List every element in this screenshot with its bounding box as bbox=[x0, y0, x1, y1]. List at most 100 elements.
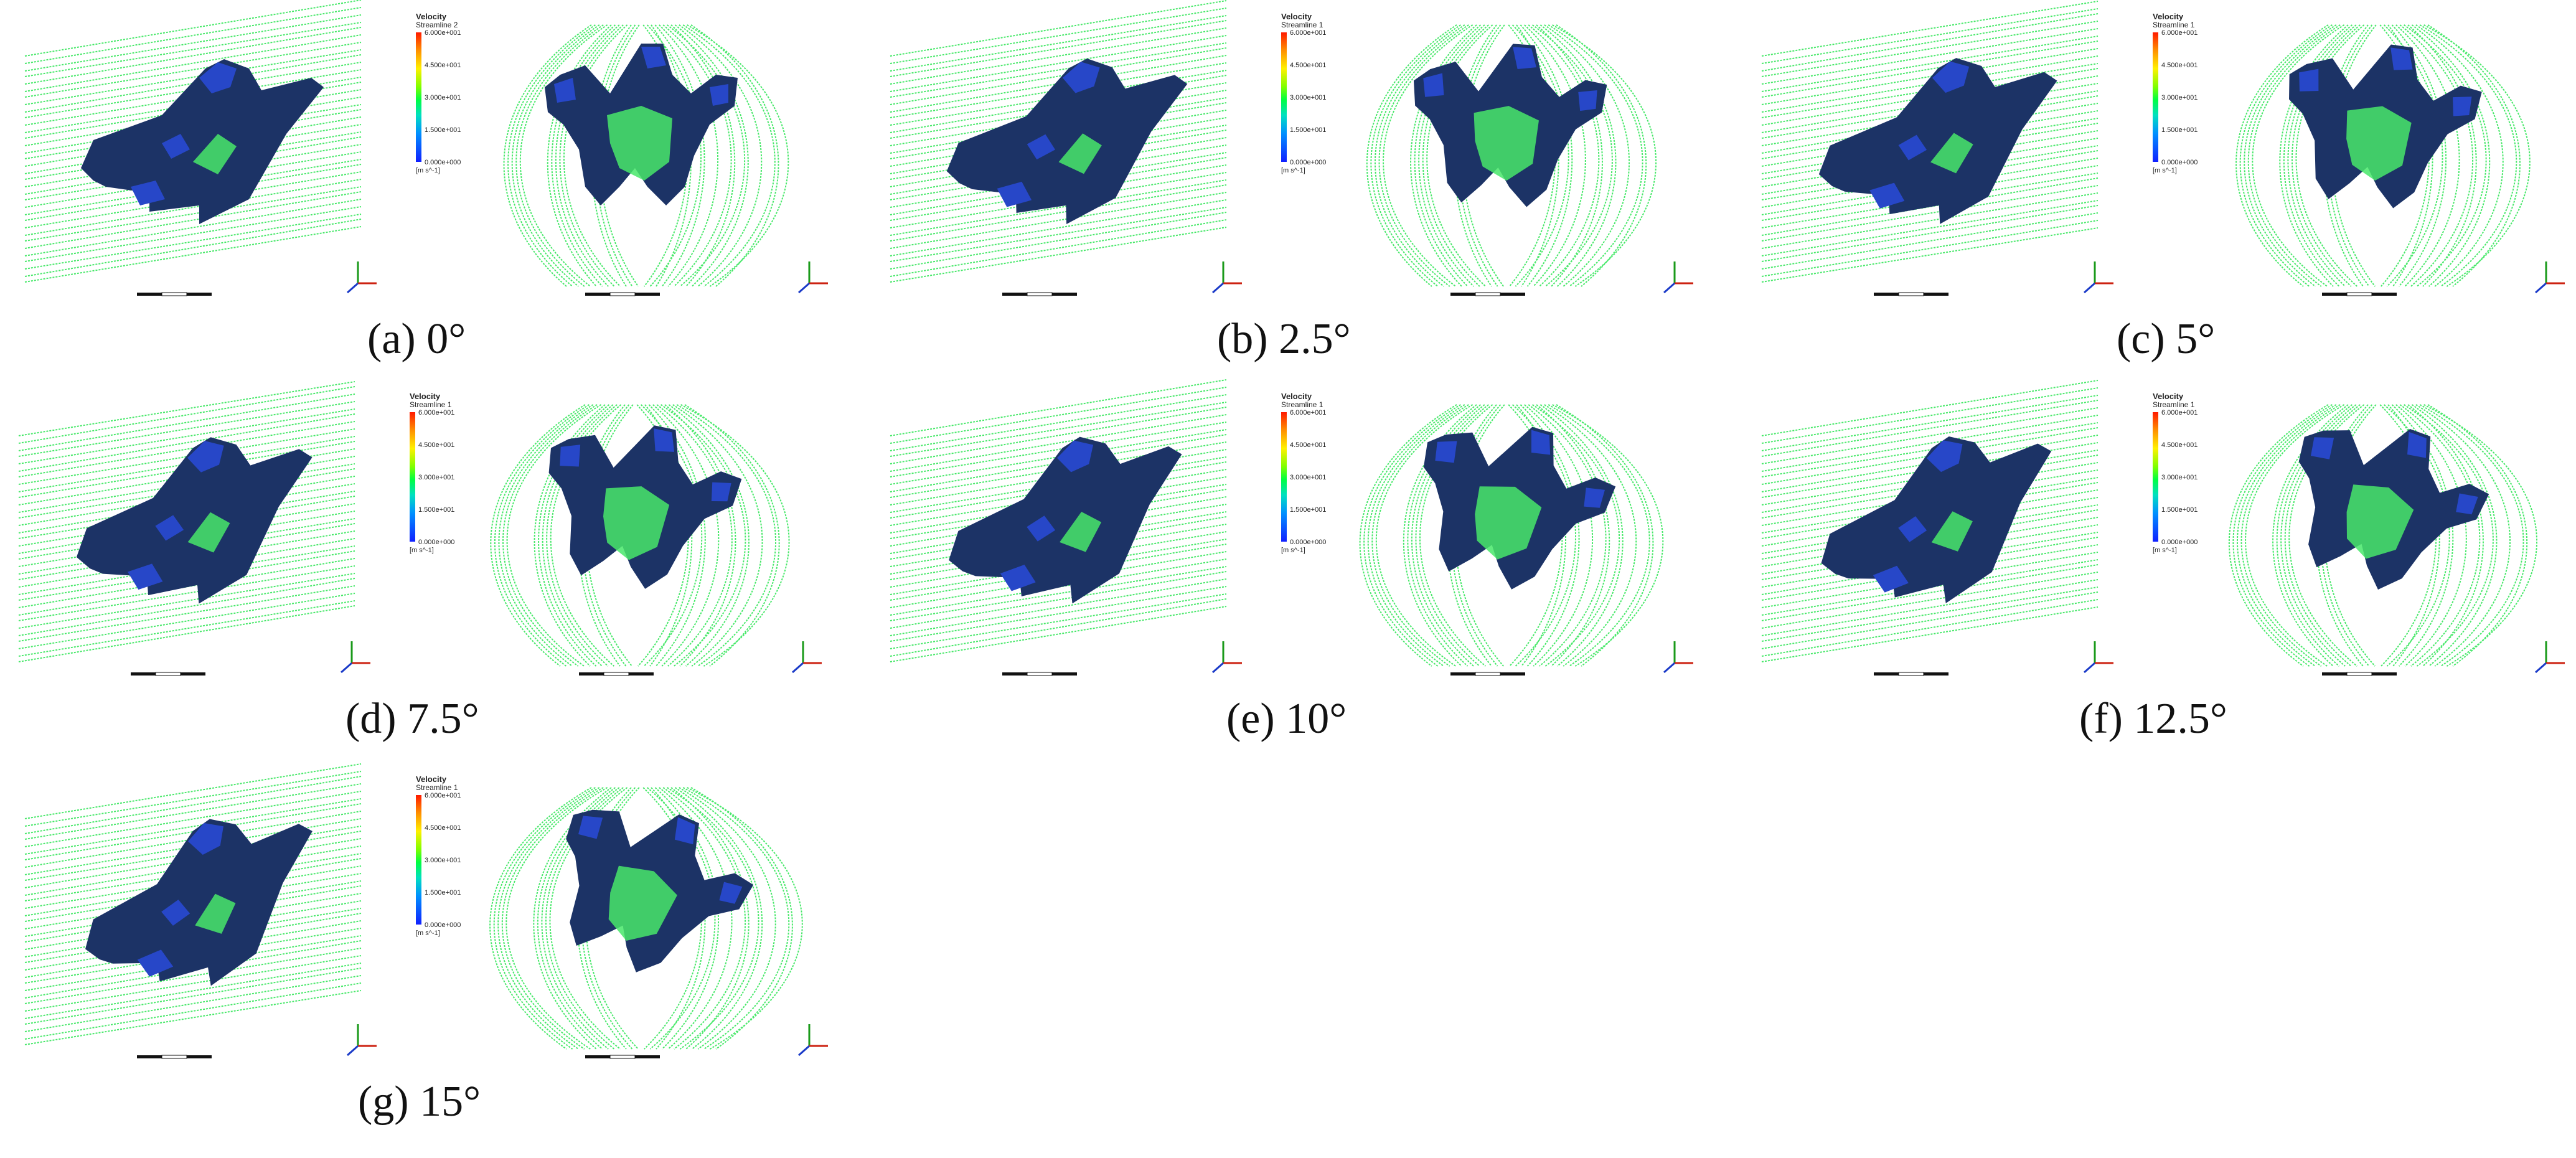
front-view-streamlines bbox=[1366, 24, 1657, 287]
streamline bbox=[890, 47, 1227, 105]
streamline bbox=[1539, 24, 1617, 287]
streamline bbox=[2245, 404, 2345, 667]
streamline bbox=[670, 787, 750, 1050]
streamline bbox=[18, 483, 355, 539]
front-axis-triad bbox=[1663, 641, 1693, 674]
streamline bbox=[1761, 572, 2099, 629]
streamline bbox=[674, 787, 763, 1050]
legend-unit: [m s^-1] bbox=[416, 167, 440, 174]
streamline bbox=[489, 787, 592, 1050]
front-view-model bbox=[548, 425, 742, 589]
streamline bbox=[18, 573, 355, 629]
legend-tick: 0.000e+000 bbox=[2161, 539, 2198, 546]
streamline bbox=[2247, 24, 2341, 287]
panel-caption: (f) 12.5° bbox=[2079, 695, 2227, 743]
side-view-streamlines bbox=[24, 0, 362, 283]
streamline bbox=[519, 24, 608, 287]
streamline bbox=[1761, 95, 2099, 154]
streamline bbox=[18, 401, 355, 457]
streamline bbox=[1447, 404, 1497, 667]
panel-caption: (d) 7.5° bbox=[346, 695, 479, 743]
streamline bbox=[24, 14, 362, 72]
flow-visualization bbox=[18, 381, 822, 676]
streamline bbox=[1761, 21, 2099, 77]
flow-visualization bbox=[24, 763, 828, 1059]
velocity-legend: Velocity Streamline 1 6.000e+001 4.500e+… bbox=[2153, 392, 2240, 554]
streamline bbox=[555, 24, 620, 287]
streamline bbox=[1761, 435, 2099, 492]
flow-visualization bbox=[24, 0, 828, 296]
streamline bbox=[24, 62, 362, 118]
streamline bbox=[18, 605, 355, 662]
streamline bbox=[24, 940, 362, 999]
streamline bbox=[18, 585, 355, 642]
streamline bbox=[551, 24, 616, 287]
streamline bbox=[24, 776, 362, 834]
side-axis-triad bbox=[341, 641, 370, 674]
front-view-model bbox=[2298, 429, 2489, 590]
streamline bbox=[24, 858, 362, 916]
streamline bbox=[1761, 165, 2099, 221]
streamline bbox=[24, 54, 362, 113]
streamline bbox=[18, 476, 355, 534]
legend-color-bar bbox=[1281, 412, 1287, 542]
simulation-panel-f: Velocity Streamline 1 6.000e+001 4.500e+… bbox=[1749, 380, 2576, 753]
streamline bbox=[24, 783, 362, 840]
streamline bbox=[1761, 130, 2099, 187]
streamline bbox=[670, 24, 736, 287]
streamline bbox=[1536, 24, 1603, 287]
streamline bbox=[1450, 404, 1502, 667]
streamline bbox=[1761, 477, 2099, 534]
legend-tick: 4.500e+001 bbox=[425, 824, 461, 832]
legend-color-bar bbox=[416, 32, 421, 162]
streamline bbox=[1548, 404, 1650, 667]
simulation-panel-g: Velocity Streamline 1 6.000e+001 4.500e+… bbox=[12, 763, 884, 1136]
front-axis-triad bbox=[798, 1024, 828, 1057]
streamline bbox=[2252, 24, 2345, 287]
streamline bbox=[654, 24, 705, 287]
legend-color-bar bbox=[1281, 32, 1287, 162]
streamline bbox=[668, 404, 750, 667]
side-view-model bbox=[76, 437, 313, 604]
streamline bbox=[890, 35, 1227, 92]
streamline bbox=[2235, 24, 2329, 287]
streamline bbox=[24, 811, 362, 868]
legend-title: Velocity bbox=[416, 774, 447, 784]
streamline bbox=[24, 22, 362, 77]
streamline bbox=[1761, 172, 2099, 228]
streamline bbox=[24, 144, 362, 200]
streamline bbox=[24, 798, 362, 855]
legend-color-bar bbox=[2153, 412, 2158, 542]
streamline bbox=[890, 539, 1227, 595]
side-view-model bbox=[1818, 58, 2057, 224]
streamline bbox=[503, 24, 592, 287]
streamline bbox=[18, 550, 355, 608]
streamline bbox=[690, 787, 793, 1050]
streamline bbox=[890, 102, 1227, 159]
streamline bbox=[1528, 24, 1600, 287]
streamline bbox=[1761, 118, 2099, 174]
streamline bbox=[1761, 422, 2099, 478]
streamline bbox=[1761, 8, 2099, 64]
streamline bbox=[890, 394, 1227, 451]
streamline bbox=[1761, 544, 2099, 601]
streamline bbox=[890, 97, 1227, 154]
streamline bbox=[890, 414, 1227, 472]
legend-unit: [m s^-1] bbox=[2153, 167, 2177, 174]
streamline bbox=[24, 893, 362, 950]
streamline bbox=[1761, 586, 2099, 642]
legend-tick: 3.000e+001 bbox=[1290, 94, 1327, 101]
streamline bbox=[1761, 200, 2099, 257]
streamline bbox=[1761, 552, 2099, 608]
streamline bbox=[563, 24, 628, 287]
legend-tick: 0.000e+000 bbox=[2161, 159, 2198, 166]
streamline bbox=[687, 24, 789, 287]
streamline bbox=[1761, 400, 2099, 457]
simulation-panel-d: Velocity Streamline 1 6.000e+001 4.500e+… bbox=[6, 380, 878, 753]
streamline bbox=[1374, 24, 1465, 287]
streamline bbox=[890, 407, 1227, 464]
streamline bbox=[890, 184, 1227, 242]
legend-tick: 4.500e+001 bbox=[418, 441, 455, 449]
legend-title: Velocity bbox=[2153, 392, 2184, 401]
streamline bbox=[18, 518, 355, 575]
